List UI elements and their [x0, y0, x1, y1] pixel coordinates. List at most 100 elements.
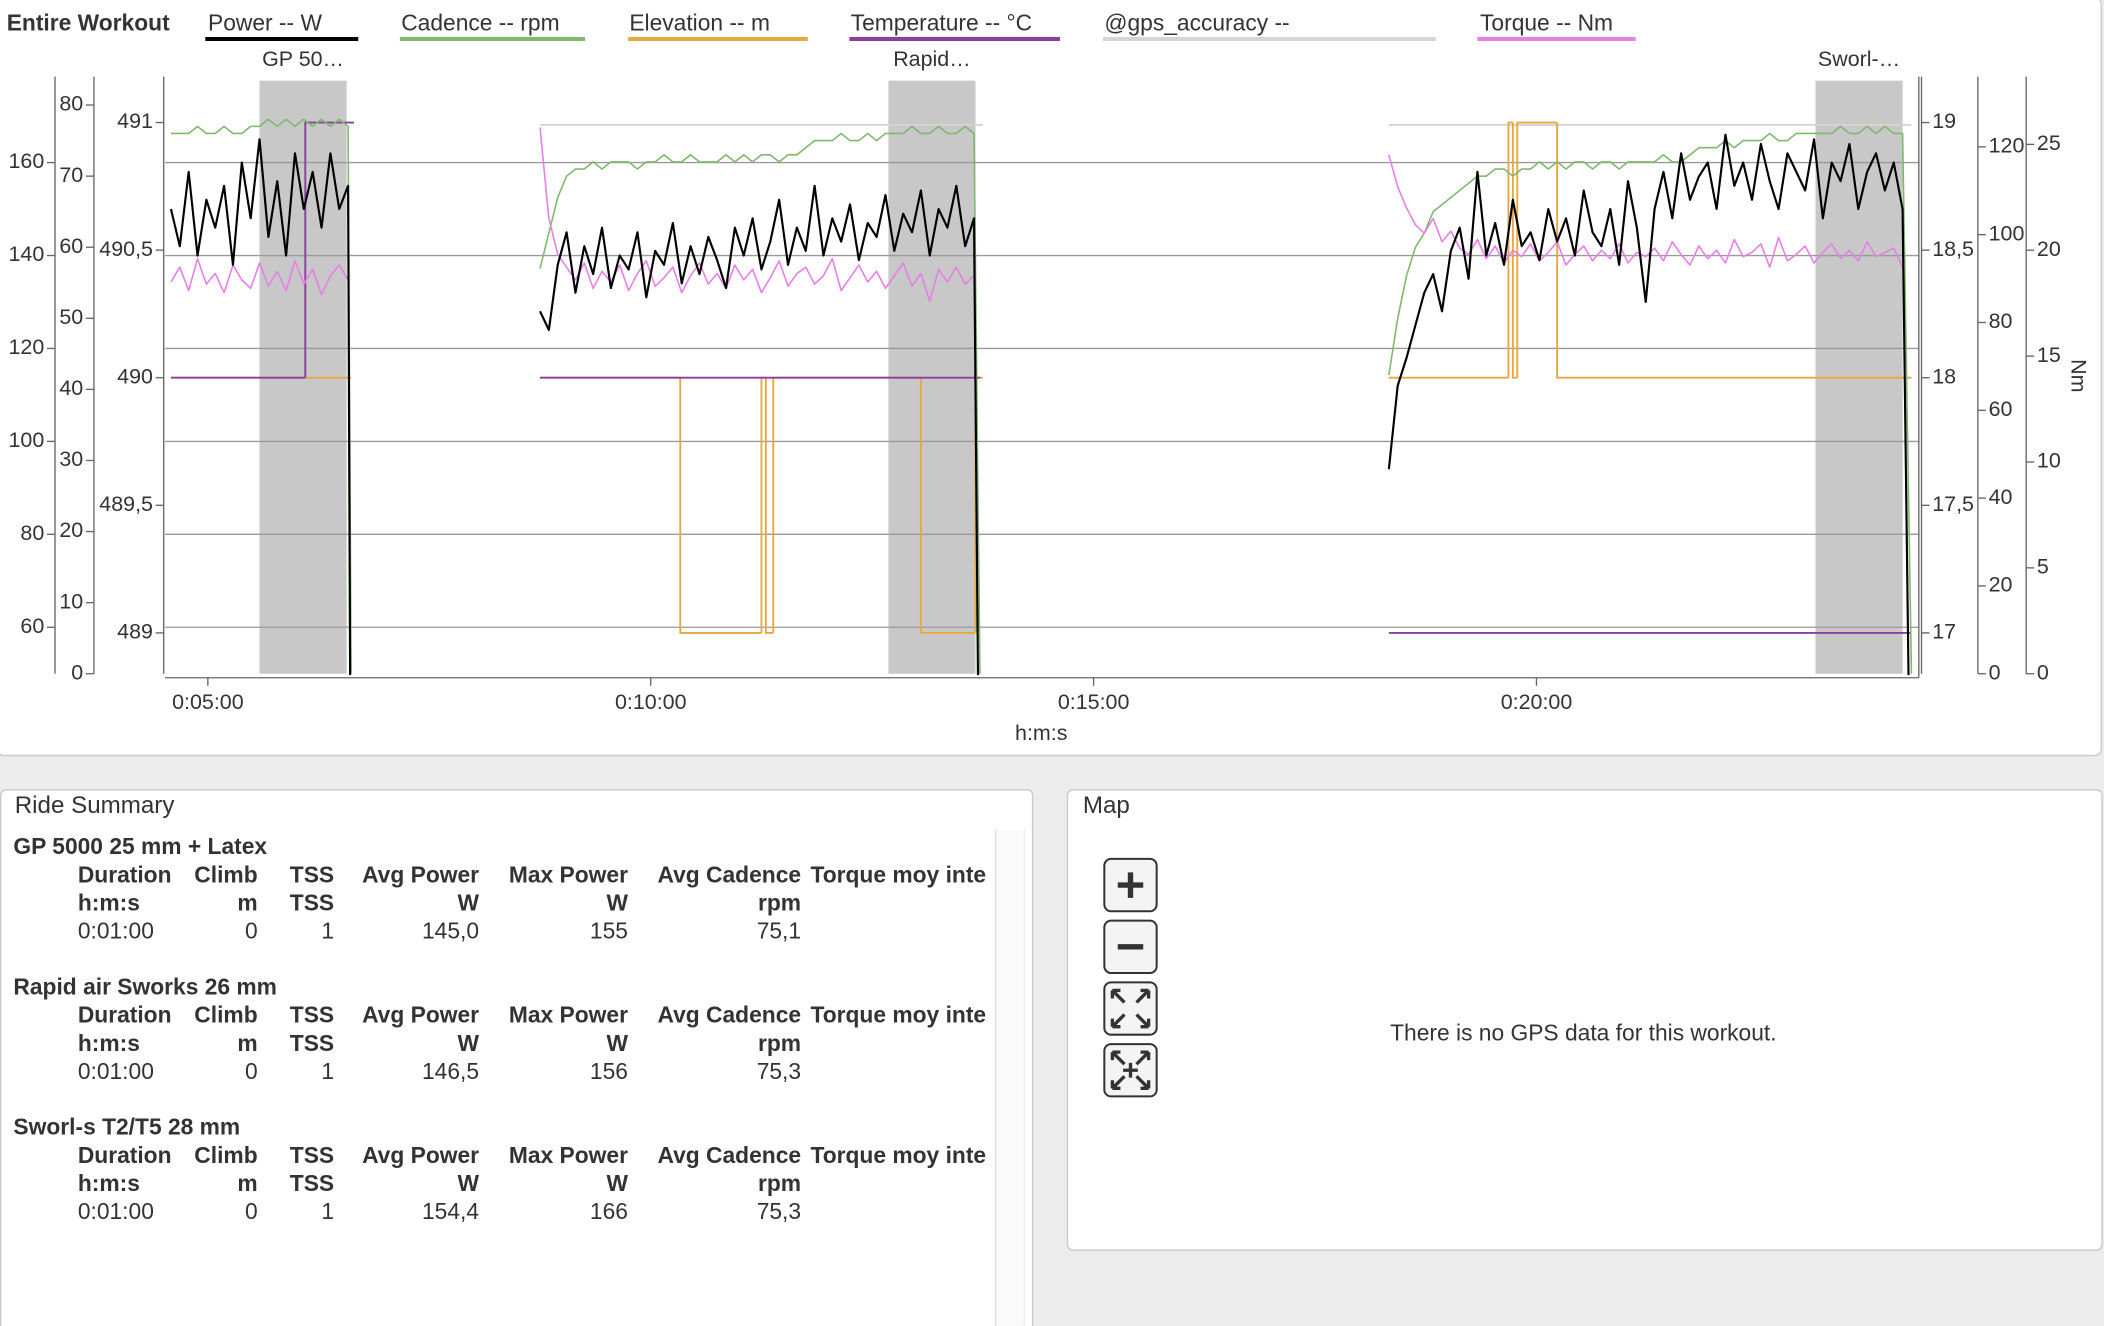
- y-tick-label: 60: [59, 234, 83, 258]
- y-tick-label: 10: [59, 589, 83, 613]
- y-tick-label: 20: [1989, 573, 2013, 597]
- column-header: TSS: [290, 1002, 334, 1028]
- column-unit: TSS: [290, 1030, 334, 1056]
- y-tick-label: 30: [59, 447, 83, 471]
- column-unit: TSS: [290, 890, 334, 916]
- column-header: Duration: [78, 1142, 172, 1168]
- series-line: [170, 118, 352, 674]
- y-tick-label: 490,5: [99, 237, 153, 261]
- column-unit: rpm: [758, 1170, 801, 1196]
- series-line: [539, 125, 981, 674]
- column-unit: h:m:s: [78, 890, 140, 916]
- cell-value: 166: [590, 1198, 628, 1224]
- cell-value: 75,3: [757, 1058, 801, 1084]
- column-unit: rpm: [758, 1030, 801, 1056]
- map-panel: [1066, 789, 2103, 1251]
- y-tick-label: 120: [1989, 134, 2025, 158]
- column-unit: W: [606, 1030, 628, 1056]
- y-tick-label: 0: [2037, 660, 2049, 684]
- y-tick-label: 17,5: [1932, 492, 1974, 516]
- y-tick-label: 18: [1932, 364, 1956, 388]
- cell-value: 145,0: [422, 918, 479, 944]
- legend-label: Power -- W: [208, 9, 322, 35]
- y-tick-label: 40: [59, 376, 83, 400]
- scrollbar: [996, 829, 1024, 1326]
- series-step: [1556, 122, 1912, 379]
- map-message: There is no GPS data for this workout.: [1390, 1020, 1776, 1046]
- interval-name: Sworl-s T2/T5 28 mm: [13, 1114, 240, 1140]
- y-axis-label: Nm: [2066, 359, 2090, 392]
- series-line: [170, 257, 349, 296]
- column-header: Avg Power: [362, 1142, 479, 1168]
- y-tick-label: 489: [117, 620, 153, 644]
- column-unit: W: [606, 890, 628, 916]
- x-tick-label: 0:10:00: [615, 690, 687, 714]
- legend-label: Cadence -- rpm: [401, 9, 559, 35]
- column-unit: m: [237, 890, 257, 916]
- column-header: Avg Cadence: [657, 861, 801, 887]
- interval-label: GP 50…: [262, 47, 344, 71]
- cell-value: 0:01:00: [78, 918, 154, 944]
- column-header: Torque moy inte: [810, 1142, 986, 1168]
- series-line: [1387, 133, 1910, 676]
- column-unit: m: [237, 1030, 257, 1056]
- x-tick-label: 0:20:00: [1501, 690, 1573, 714]
- y-tick-label: 489,5: [99, 492, 153, 516]
- column-unit: W: [458, 1170, 480, 1196]
- column-unit: W: [606, 1170, 628, 1196]
- column-header: TSS: [290, 1142, 334, 1168]
- cell-value: 154,4: [422, 1198, 479, 1224]
- legend-label: Torque -- Nm: [1480, 9, 1613, 35]
- y-tick-label: 160: [8, 149, 44, 173]
- y-tick-label: 80: [59, 92, 83, 116]
- plot-area: [169, 118, 1913, 676]
- series-step: [1507, 121, 1513, 378]
- cell-value: 75,1: [757, 918, 801, 944]
- y-tick-label: 120: [8, 335, 44, 359]
- column-header: Max Power: [509, 1142, 628, 1168]
- y-tick-label: 80: [20, 521, 44, 545]
- cell-value: 0:01:00: [78, 1058, 154, 1084]
- y-tick-label: 20: [59, 518, 83, 542]
- column-header: Duration: [78, 861, 172, 887]
- legend-label: Elevation -- m: [629, 9, 770, 35]
- y-tick-label: 25: [2037, 131, 2061, 155]
- series-line: [169, 138, 352, 676]
- y-tick-label: 15: [2037, 343, 2061, 367]
- zoom-in-button[interactable]: [1103, 857, 1158, 913]
- y-tick-label: 20: [2037, 237, 2061, 261]
- series-step: [1516, 121, 1558, 378]
- summary-panel: [0, 789, 1034, 1326]
- fullscreen-button[interactable]: [1103, 1043, 1158, 1098]
- zoom-out-button[interactable]: [1103, 919, 1158, 974]
- y-tick-label: 80: [1989, 309, 2013, 333]
- interval-name: Rapid air Sworks 26 mm: [13, 973, 277, 999]
- y-tick-label: 70: [59, 163, 83, 187]
- map-title: Map: [1083, 792, 1130, 819]
- y-tick-label: 50: [59, 305, 83, 329]
- column-unit: h:m:s: [78, 1030, 140, 1056]
- interval-name: GP 5000 25 mm + Latex: [13, 833, 267, 859]
- cell-value: 156: [590, 1058, 628, 1084]
- column-header: TSS: [290, 861, 334, 887]
- y-tick-label: 100: [1989, 221, 2025, 245]
- column-header: Climb: [194, 861, 257, 887]
- summary-title: Ride Summary: [15, 792, 176, 819]
- y-tick-label: 40: [1989, 485, 2013, 509]
- y-tick-label: 18,5: [1932, 237, 1974, 261]
- column-unit: h:m:s: [78, 1170, 140, 1196]
- cell-value: 1: [321, 1198, 334, 1224]
- column-unit: m: [237, 1170, 257, 1196]
- series-step: [764, 377, 774, 634]
- fit-button[interactable]: [1103, 981, 1158, 1036]
- interval-label: Sworl-…: [1818, 47, 1900, 71]
- y-tick-label: 100: [8, 428, 44, 452]
- y-tick-label: 10: [2037, 449, 2061, 473]
- y-tick-label: 60: [20, 614, 44, 638]
- legend-label: Temperature -- °C: [851, 9, 1032, 35]
- legend-label: @gps_accuracy --: [1104, 9, 1289, 35]
- cell-value: 1: [321, 1058, 334, 1084]
- x-tick-label: 0:05:00: [172, 690, 244, 714]
